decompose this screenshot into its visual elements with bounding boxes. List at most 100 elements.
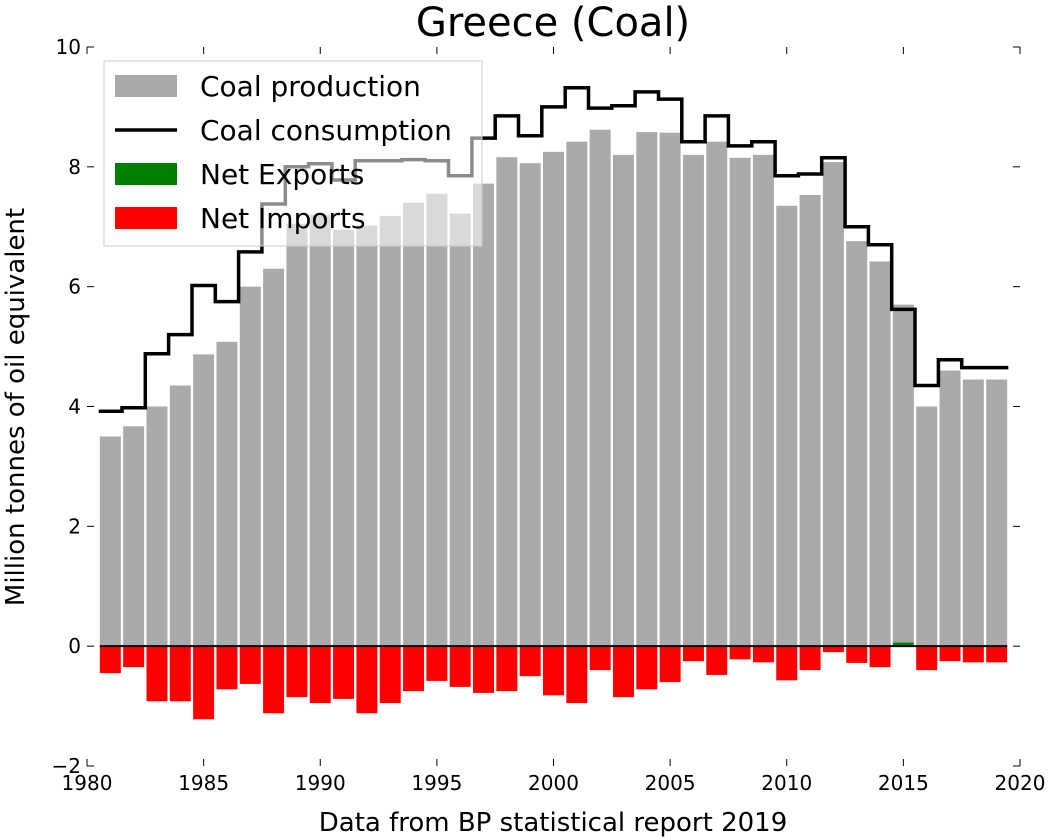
bar-production-1995: [426, 193, 448, 647]
bar-net-imports-2005: [659, 646, 681, 683]
bar-production-1987: [239, 286, 261, 647]
bar-production-1990: [309, 214, 331, 647]
legend-swatch-coal-production: [115, 75, 177, 97]
y-tick-label-4: 4: [68, 395, 81, 419]
bar-net-imports-2008: [729, 646, 751, 660]
plot-area: [98, 85, 1009, 720]
bar-net-imports-2004: [636, 646, 658, 690]
bar-net-imports-1993: [379, 646, 401, 704]
bar-net-imports-1996: [449, 646, 471, 687]
x-tick-label-2020: 2020: [995, 771, 1046, 795]
bar-net-imports-2001: [566, 646, 588, 704]
x-tick-label-2000: 2000: [528, 771, 579, 795]
x-tick-label-1985: 1985: [178, 771, 229, 795]
bar-net-imports-1984: [169, 646, 191, 702]
bar-net-imports-1992: [356, 646, 378, 714]
x-axis-title: Data from BP statistical report 2019: [319, 808, 788, 838]
bar-production-1989: [286, 223, 308, 647]
bar-production-2013: [846, 241, 868, 647]
x-tick-label-2010: 2010: [761, 771, 812, 795]
bar-net-imports-2011: [799, 646, 821, 671]
legend-swatch-net-imports: [115, 207, 177, 229]
bar-net-imports-1994: [403, 646, 425, 692]
bar-net-imports-1985: [193, 646, 215, 720]
bar-production-2012: [822, 162, 844, 647]
bar-production-1999: [519, 163, 541, 647]
bar-net-imports-1983: [146, 646, 168, 702]
legend-swatch-net-exports: [115, 163, 177, 185]
line-coal-consumption: [98, 85, 1009, 414]
bar-production-1993: [379, 215, 401, 647]
bar-production-1994: [403, 202, 425, 647]
bar-production-1991: [333, 229, 355, 647]
bar-production-2001: [566, 141, 588, 647]
bar-net-imports-2010: [776, 646, 798, 681]
bar-production-2007: [706, 141, 728, 647]
legend-label-net-imports: Net Imports: [200, 202, 366, 235]
y-tick-label-0: 0: [68, 634, 81, 658]
x-tick-label-1990: 1990: [295, 771, 346, 795]
x-tick-label-1995: 1995: [411, 771, 462, 795]
bar-net-imports-2019: [986, 646, 1008, 663]
bar-net-imports-2013: [846, 646, 868, 663]
y-tick-label-2: 2: [68, 514, 81, 538]
bar-production-2002: [589, 129, 611, 647]
bar-production-1997: [473, 183, 495, 647]
y-tick-label-10: 10: [56, 35, 81, 59]
bar-production-1996: [449, 213, 471, 647]
bar-net-imports-1987: [239, 646, 261, 684]
axes: 1980 1985 1990 1995 2000 2005 2010 2015 2020 −2 0 2…: [52, 35, 1046, 795]
bar-net-imports-2016: [916, 646, 938, 671]
bar-net-imports-2003: [612, 646, 634, 698]
bar-production-1988: [263, 268, 285, 647]
bar-production-2018: [962, 379, 984, 647]
y-axis-title: Million tonnes of oil equivalent: [1, 208, 31, 606]
bar-production-2017: [939, 370, 961, 647]
bar-production-2003: [612, 154, 634, 647]
bar-net-imports-2009: [752, 646, 774, 663]
bar-net-imports-1982: [123, 646, 145, 668]
bar-production-1984: [169, 385, 191, 647]
bar-production-1998: [496, 157, 518, 647]
bar-net-imports-2014: [869, 646, 891, 668]
legend-label-net-exports: Net Exports: [200, 158, 364, 191]
bar-production-1982: [123, 426, 145, 647]
bar-production-1986: [216, 341, 238, 647]
chart-title: Greece (Coal): [416, 0, 690, 46]
bar-net-imports-1998: [496, 646, 518, 692]
bar-net-imports-1989: [286, 646, 308, 698]
bar-net-imports-2002: [589, 646, 611, 671]
bar-net-imports-1981: [99, 646, 121, 674]
x-tick-label-2005: 2005: [645, 771, 696, 795]
bar-production-2014: [869, 261, 891, 647]
bar-net-imports-2007: [706, 646, 728, 675]
legend-label-coal-consumption: Coal consumption: [200, 114, 452, 147]
bar-production-2015: [892, 304, 914, 647]
bar-production-2004: [636, 132, 658, 647]
bar-net-imports-1995: [426, 646, 448, 681]
bar-production-1985: [193, 354, 215, 647]
x-tick-label-2015: 2015: [878, 771, 929, 795]
bar-production-2019: [986, 379, 1008, 647]
bar-net-imports-1986: [216, 646, 238, 690]
bar-production-2010: [776, 205, 798, 647]
legend-label-coal-production: Coal production: [200, 70, 421, 103]
bar-net-imports-1991: [333, 646, 355, 699]
bar-net-exports-2015: [892, 642, 914, 647]
bar-production-2016: [916, 406, 938, 647]
bar-production-1983: [146, 406, 168, 647]
bar-net-imports-1988: [263, 646, 285, 714]
bar-production-1981: [99, 436, 121, 647]
bar-net-imports-1997: [473, 646, 495, 693]
bar-net-imports-2017: [939, 646, 961, 662]
bar-production-2009: [752, 154, 774, 647]
bar-net-imports-1999: [519, 646, 541, 677]
bar-net-imports-1990: [309, 646, 331, 704]
y-tick-label-6: 6: [68, 275, 81, 299]
bar-production-2000: [543, 151, 564, 647]
bar-net-imports-2012: [822, 646, 844, 653]
bar-production-2011: [799, 194, 821, 647]
y-tick-label-8: 8: [68, 155, 81, 179]
bar-net-imports-2000: [543, 646, 564, 696]
